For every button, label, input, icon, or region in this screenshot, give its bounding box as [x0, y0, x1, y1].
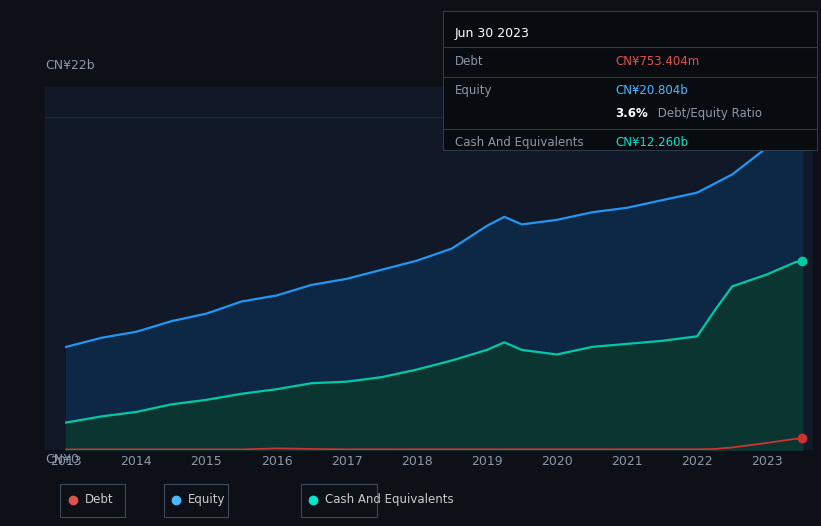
FancyBboxPatch shape: [61, 484, 126, 517]
Text: CN¥20.804b: CN¥20.804b: [615, 84, 688, 97]
Text: Debt/Equity Ratio: Debt/Equity Ratio: [654, 107, 763, 120]
Text: Debt: Debt: [455, 55, 484, 68]
Text: Equity: Equity: [188, 493, 226, 506]
Text: Debt: Debt: [85, 493, 113, 506]
Text: CN¥753.404m: CN¥753.404m: [615, 55, 699, 68]
FancyBboxPatch shape: [163, 484, 228, 517]
FancyBboxPatch shape: [301, 484, 378, 517]
Text: 3.6%: 3.6%: [615, 107, 648, 120]
Text: CN¥12.260b: CN¥12.260b: [615, 136, 688, 149]
Text: CN¥0: CN¥0: [45, 453, 79, 467]
Text: Jun 30 2023: Jun 30 2023: [455, 27, 530, 41]
Text: Equity: Equity: [455, 84, 492, 97]
Text: CN¥22b: CN¥22b: [45, 59, 94, 72]
Text: Cash And Equivalents: Cash And Equivalents: [455, 136, 583, 149]
Text: Cash And Equivalents: Cash And Equivalents: [325, 493, 454, 506]
